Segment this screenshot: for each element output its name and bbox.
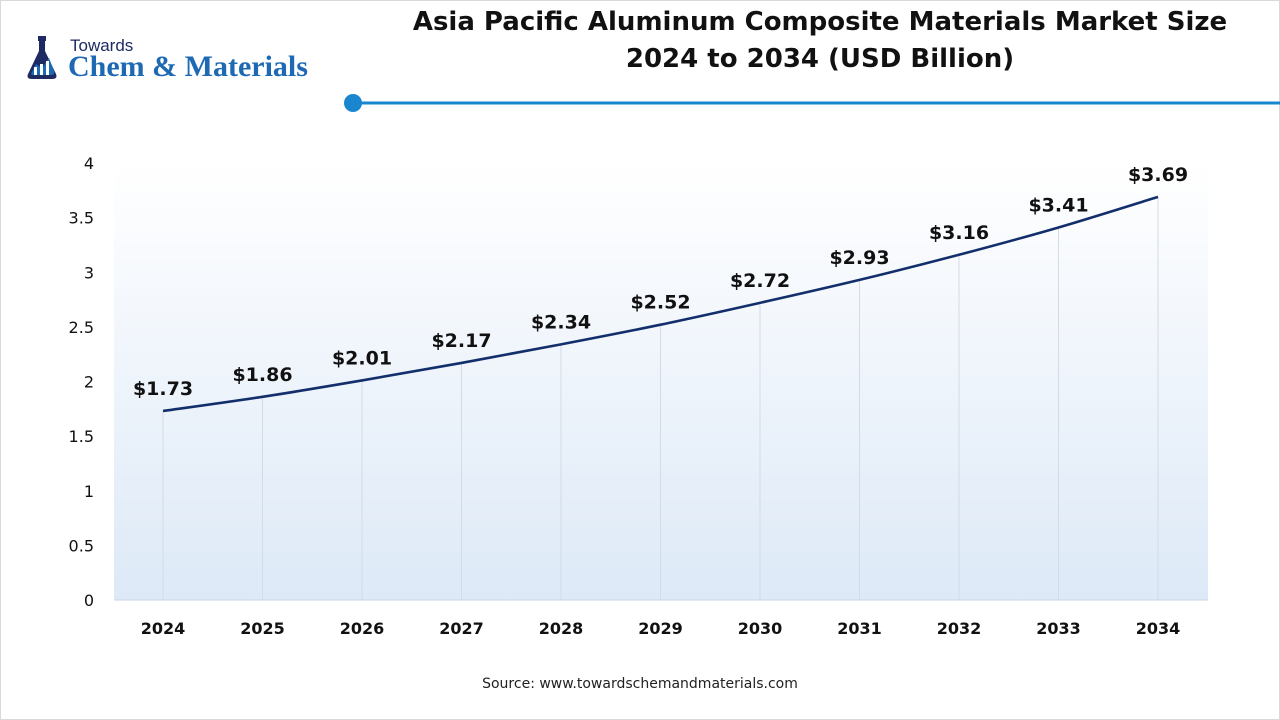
x-tick-label: 2024 [141,619,186,638]
flask-chart-icon [27,36,57,79]
data-label: $2.34 [531,311,591,333]
title-underline [344,94,1280,112]
x-tick-label: 2029 [638,619,683,638]
y-tick-label: 0 [84,591,94,610]
x-tick-label: 2034 [1136,619,1181,638]
y-tick-label: 2 [84,373,94,392]
data-label: $2.17 [431,330,491,352]
data-label: $2.93 [829,247,889,269]
chart-title-line-1: Asia Pacific Aluminum Composite Material… [412,7,1228,37]
x-tick-label: 2032 [937,619,982,638]
logo-text-name: Chem & Materials [68,50,308,83]
x-tick-label: 2030 [738,619,783,638]
brand-logo: Towards Chem & Materials [22,34,342,86]
source-note: Source: www.towardschemandmaterials.com [482,676,798,692]
x-tick-label: 2033 [1036,619,1081,638]
data-label: $2.01 [332,347,392,369]
x-tick-label: 2025 [240,619,285,638]
x-tick-label: 2026 [340,619,385,638]
logo-text-towards: Towards [70,36,134,55]
y-tick-label: 3.5 [69,209,94,228]
x-tick-label: 2028 [539,619,584,638]
x-tick-label: 2027 [439,619,484,638]
series-line [162,195,1159,413]
chart-title-line-2: 2024 to 2034 (USD Billion) [625,44,1015,74]
y-tick-label: 3 [84,263,94,282]
y-tick-label: 1.5 [69,427,94,446]
data-label: $2.52 [630,292,690,314]
data-label: $3.16 [929,222,989,244]
data-label: $2.72 [730,270,790,292]
data-label: $1.73 [133,378,193,400]
y-tick-label: 1 [84,482,94,501]
y-tick-label: 2.5 [69,318,94,337]
data-label: $3.69 [1128,164,1188,186]
data-label: $3.41 [1028,194,1088,216]
y-tick-label: 0.5 [69,536,94,555]
y-tick-label: 4 [84,154,94,173]
chart-title: Asia Pacific Aluminum Composite Material… [380,4,1260,78]
x-tick-label: 2031 [837,619,882,638]
data-label: $1.86 [232,364,292,386]
